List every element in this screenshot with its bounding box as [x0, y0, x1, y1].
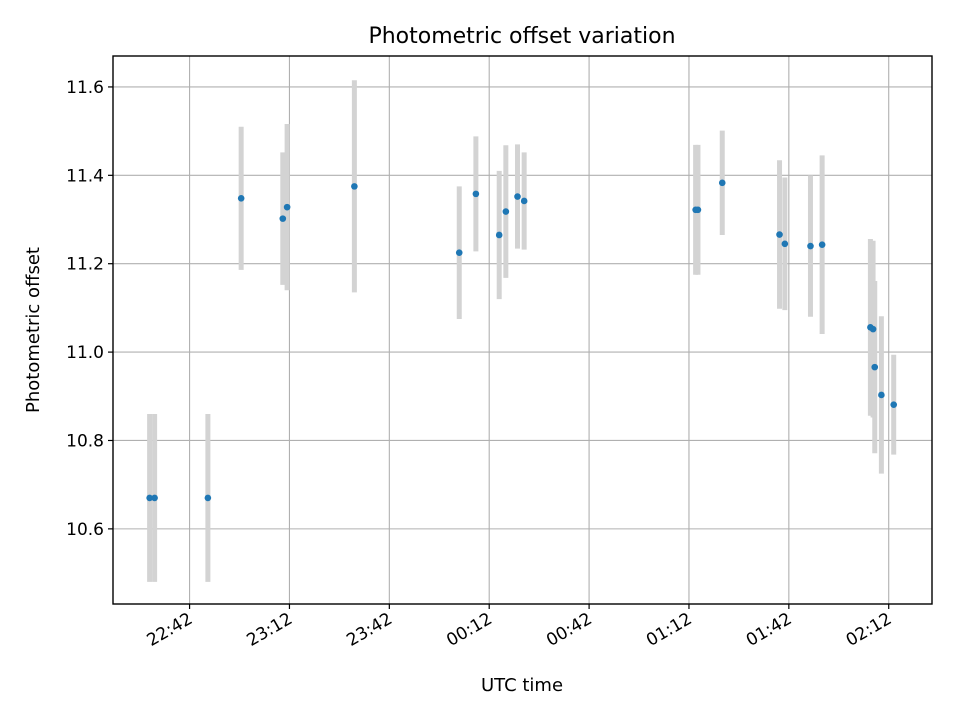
y-tick-label: 11.4 [66, 166, 104, 186]
data-point [878, 391, 885, 399]
data-point [495, 231, 503, 239]
data-point [472, 190, 480, 198]
data-point [279, 215, 287, 222]
grid-layer [113, 56, 932, 604]
y-tick-label: 10.8 [66, 431, 104, 451]
data-point [204, 494, 212, 502]
y-tick-label: 11.6 [66, 78, 104, 98]
y-tick-label: 11.2 [66, 255, 104, 275]
data-point [520, 197, 528, 205]
chart-title: Photometric offset variation [368, 24, 675, 49]
data-point [869, 325, 877, 333]
y-axis-label: Photometric offset [23, 247, 44, 413]
data-point [807, 242, 814, 250]
data-point [151, 494, 158, 502]
data-point [237, 195, 245, 202]
data-point [283, 203, 291, 211]
data-point [818, 241, 826, 249]
data-point [351, 183, 358, 190]
plot-frame [112, 55, 933, 605]
data-point [455, 249, 463, 256]
x-axis-label: UTC time [481, 675, 563, 696]
y-tick-label: 11.0 [66, 343, 104, 363]
data-point [871, 363, 879, 371]
point-layer [146, 179, 898, 502]
data-point [146, 494, 153, 502]
data-point [781, 240, 789, 248]
data-point [514, 193, 521, 200]
data-point [890, 401, 898, 408]
data-point [694, 206, 702, 214]
y-tick-label: 10.6 [66, 520, 104, 540]
data-point [502, 208, 510, 215]
data-point [718, 179, 726, 187]
data-point [776, 231, 783, 238]
